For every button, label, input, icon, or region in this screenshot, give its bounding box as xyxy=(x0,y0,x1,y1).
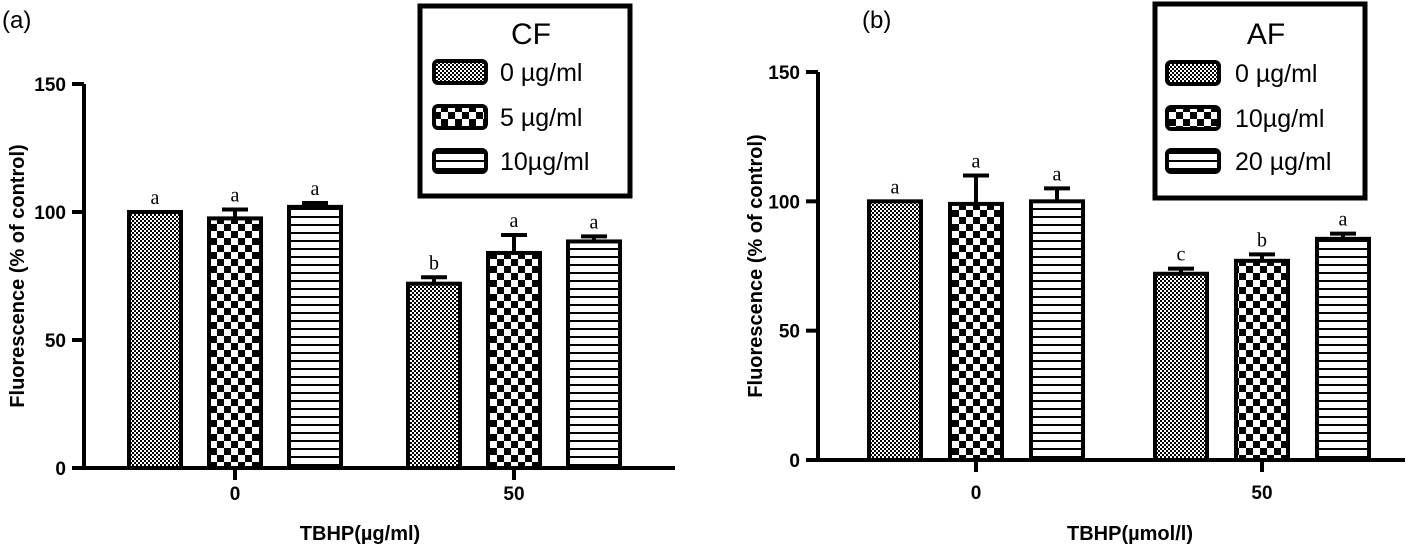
bar-hstripe xyxy=(566,239,622,470)
significance-label: a xyxy=(231,184,240,206)
significance-label: a xyxy=(590,211,599,233)
significance-label: a xyxy=(1339,209,1348,231)
bar-checker xyxy=(1234,258,1290,462)
x-tick-label: 50 xyxy=(1251,483,1272,504)
y-tick-label: 100 xyxy=(768,192,800,213)
x-tick-label: 0 xyxy=(230,484,241,505)
legend-swatch xyxy=(1165,148,1221,174)
y-tick-label: 50 xyxy=(779,322,800,343)
bar-hstripe xyxy=(287,204,343,470)
significance-label: a xyxy=(151,187,160,209)
legend-swatch xyxy=(432,59,488,85)
x-tick-label: 0 xyxy=(971,483,982,504)
bar-fine-check xyxy=(127,210,183,470)
legend-title: AF xyxy=(1247,18,1285,51)
y-tick-label: 150 xyxy=(768,63,800,84)
legend-swatch xyxy=(432,148,488,174)
legend-swatch xyxy=(432,104,488,130)
y-tick-label: 0 xyxy=(55,459,66,480)
significance-label: b xyxy=(429,252,439,274)
significance-label: a xyxy=(311,178,320,200)
legend-entry: 0 µg/ml xyxy=(500,59,582,87)
bar-checker xyxy=(948,201,1004,462)
bar-checker xyxy=(486,250,542,470)
significance-label: b xyxy=(1257,229,1267,251)
bar-fine-check xyxy=(1153,271,1209,463)
legend-entry: 10µg/ml xyxy=(500,148,589,176)
legend-entry: 20 µg/ml xyxy=(1235,148,1331,176)
significance-label: a xyxy=(510,210,519,232)
legend-entry: 0 µg/ml xyxy=(1235,60,1317,88)
bar-hstripe xyxy=(1029,199,1085,462)
bar-hstripe xyxy=(1315,236,1371,462)
y-tick-label: 50 xyxy=(45,331,66,352)
bar-checker xyxy=(207,216,263,470)
panel-label: (b) xyxy=(862,7,891,34)
bar-fine-check xyxy=(406,281,462,470)
significance-label: a xyxy=(972,150,981,172)
y-tick-label: 100 xyxy=(34,203,66,224)
legend-swatch xyxy=(1165,60,1221,86)
legend-title: CF xyxy=(511,18,551,51)
x-tick-label: 50 xyxy=(503,484,524,505)
legend-swatch xyxy=(1165,105,1221,131)
legend-entry: 10µg/ml xyxy=(1235,105,1324,133)
y-tick-label: 150 xyxy=(34,75,66,96)
bar-fine-check xyxy=(867,199,923,462)
significance-label: a xyxy=(1053,163,1062,185)
x-axis-title: TBHP(µg/ml) xyxy=(300,523,420,545)
significance-label: a xyxy=(891,176,900,198)
legend-entry: 5 µg/ml xyxy=(500,104,582,132)
y-axis-title: Fluorescence (% of control) xyxy=(745,134,767,397)
significance-label: c xyxy=(1177,244,1186,266)
panel-label: (a) xyxy=(2,7,31,34)
x-axis-title: TBHP(µmol/l) xyxy=(1067,523,1193,545)
y-axis-title: Fluorescence (% of control) xyxy=(7,144,29,407)
y-tick-label: 0 xyxy=(789,451,800,472)
